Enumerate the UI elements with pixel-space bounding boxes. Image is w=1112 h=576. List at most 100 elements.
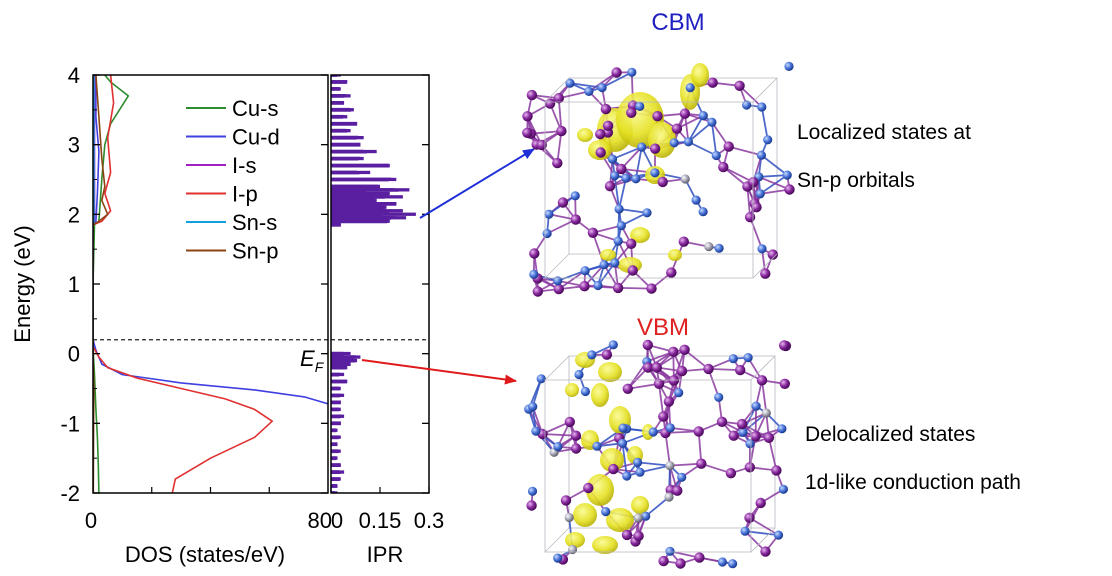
- atom: [614, 204, 624, 214]
- bond: [557, 98, 563, 132]
- atom: [607, 154, 618, 164]
- cell-box-edge: [544, 253, 570, 279]
- atom: [736, 418, 748, 430]
- ipr-y-ticks: [422, 74, 429, 494]
- atom: [666, 267, 677, 278]
- atom: [622, 383, 633, 394]
- cell-box-edge: [750, 355, 776, 381]
- atom: [635, 101, 645, 111]
- atom: [773, 530, 784, 540]
- bond: [711, 122, 718, 156]
- atom: [587, 227, 599, 238]
- atom: [599, 260, 609, 270]
- atom: [658, 555, 669, 567]
- bond: [728, 145, 762, 157]
- atom: [579, 281, 590, 292]
- atom: [633, 513, 643, 523]
- atom: [531, 426, 541, 436]
- bond: [688, 140, 717, 157]
- atom: [532, 286, 543, 297]
- bond: [627, 382, 660, 390]
- atom: [610, 171, 620, 181]
- dos-x-axis-label: DOS (states/eV): [125, 542, 285, 567]
- atom: [529, 269, 539, 279]
- vbm-description-line2: 1d-like conduction path: [805, 471, 1021, 494]
- atom: [584, 86, 594, 96]
- fermi-label-sub: F: [315, 359, 325, 375]
- atom: [618, 423, 628, 433]
- atom: [674, 388, 684, 398]
- atom: [553, 276, 563, 286]
- dos-y-axis-label: Energy (eV): [10, 225, 35, 342]
- dos-line-cu-d: [93, 75, 328, 405]
- atom: [757, 102, 767, 112]
- bond: [760, 106, 769, 140]
- atom: [750, 431, 761, 442]
- atom: [608, 463, 619, 475]
- legend-label-cu-s: Cu-s: [232, 96, 278, 121]
- bond: [601, 71, 633, 89]
- atom: [743, 353, 753, 363]
- atom: [698, 111, 708, 121]
- atom: [728, 559, 738, 569]
- atom: [608, 340, 618, 350]
- isosurface-blob: [577, 128, 593, 142]
- bond: [558, 269, 586, 290]
- atom: [714, 243, 724, 253]
- atom: [763, 432, 775, 443]
- atom: [680, 174, 690, 184]
- dos-y-tick-label: -2: [60, 481, 80, 506]
- fermi-label-main: E: [300, 346, 315, 371]
- atom: [782, 170, 792, 180]
- atom: [570, 443, 582, 454]
- cbm-description-line2: Sn-p orbitals: [797, 169, 915, 192]
- atom: [587, 350, 597, 360]
- atom: [742, 100, 752, 110]
- atom: [612, 282, 624, 294]
- dos-x-ticks: 0 80: [85, 487, 332, 533]
- atom: [642, 208, 652, 218]
- atom: [641, 511, 651, 521]
- atom: [652, 111, 663, 122]
- dos-y-tick-label: -1: [60, 411, 80, 436]
- atom: [711, 150, 721, 161]
- bond: [557, 269, 586, 282]
- atom: [756, 375, 768, 386]
- isosurface-blob: [600, 448, 624, 472]
- atom: [617, 438, 628, 448]
- bond: [687, 121, 713, 143]
- bond: [542, 433, 576, 437]
- atom: [651, 362, 662, 373]
- atom: [657, 176, 668, 188]
- atom: [725, 468, 737, 479]
- atom: [565, 78, 575, 88]
- atom: [642, 362, 654, 373]
- atom: [694, 552, 705, 563]
- atom: [597, 83, 607, 93]
- legend-label-cu-d: Cu-d: [232, 125, 280, 150]
- atom: [668, 375, 680, 386]
- vbm-arrow: [361, 359, 517, 385]
- atom: [595, 147, 606, 158]
- atom: [707, 117, 717, 127]
- bond: [620, 211, 648, 227]
- atom: [744, 212, 756, 223]
- isosurface-blob: [586, 474, 614, 506]
- bond: [749, 517, 779, 536]
- atom: [593, 280, 603, 291]
- atom: [613, 236, 623, 246]
- atom: [755, 497, 766, 509]
- isosurface-blob: [565, 383, 579, 397]
- atom: [544, 209, 554, 219]
- atom: [649, 143, 661, 154]
- bond: [637, 461, 670, 467]
- atom: [760, 546, 771, 557]
- atom: [653, 378, 665, 389]
- atom: [626, 238, 637, 249]
- atom: [740, 526, 750, 536]
- bond: [759, 174, 788, 195]
- cbm-arrow: [419, 148, 535, 219]
- atom: [784, 61, 794, 71]
- dos-x-tick-label: 0: [85, 508, 97, 533]
- atom: [716, 416, 728, 427]
